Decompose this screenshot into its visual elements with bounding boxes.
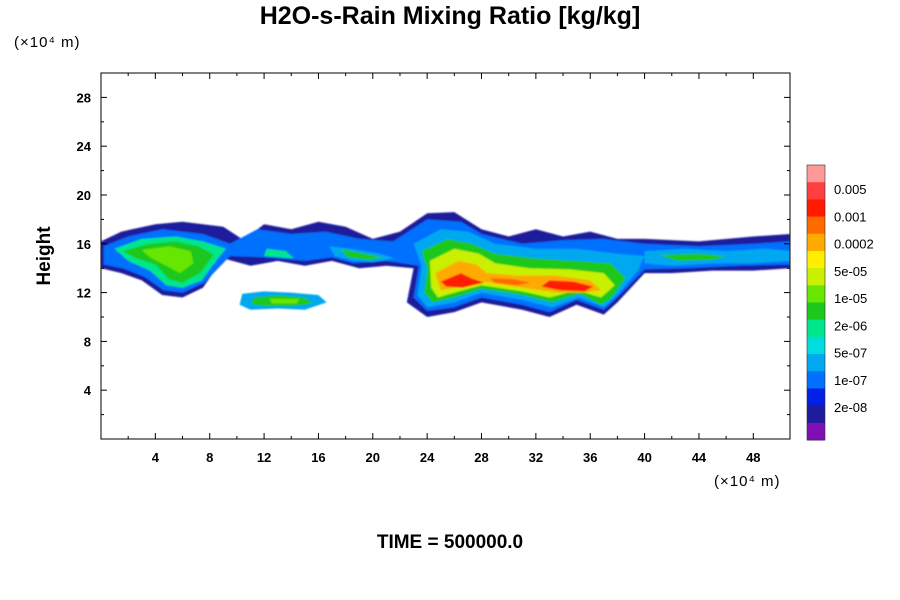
- x-axis-unit: (×10⁴ m): [714, 473, 781, 490]
- colorbar-label: 0.005: [834, 182, 867, 197]
- x-tick-label: 20: [366, 450, 380, 465]
- y-tick-label: 28: [77, 90, 91, 105]
- colorbar-frame: [806, 164, 826, 441]
- core-red-a: [440, 273, 485, 288]
- colorbar-swatch: [807, 199, 825, 218]
- colorbar-swatch: [807, 388, 825, 407]
- colorbar-swatch: [807, 233, 825, 252]
- x-tick-label: 40: [637, 450, 651, 465]
- colorbar-label: 1e-05: [834, 291, 867, 306]
- colorbar-swatch: [807, 302, 825, 321]
- colorbar-swatch: [807, 268, 825, 286]
- colorbar: 0.005 0.001 0.0002 5e-05 1e-05 2e-06 5e-07 1e-0…: [806, 164, 874, 441]
- y-axis-unit: (×10⁴ m): [14, 34, 81, 51]
- x-tick-label: 48: [746, 450, 760, 465]
- colorbar-swatch: [807, 285, 825, 303]
- colorbar-swatch: [807, 216, 825, 235]
- colorbar-label: 0.001: [834, 209, 867, 224]
- x-tick-label: 12: [257, 450, 271, 465]
- left-lgreen: [141, 246, 194, 274]
- colorbar-label: 1e-07: [834, 373, 867, 388]
- mid-teal-a: [264, 248, 294, 259]
- y-tick-label: 12: [77, 286, 91, 301]
- core-red-b: [541, 280, 593, 292]
- x-tick-label: 8: [206, 450, 213, 465]
- colorbar-label: 0.0002: [834, 237, 874, 252]
- x-tick-label: 36: [583, 450, 597, 465]
- colorbar-swatch: [807, 371, 825, 389]
- x-tick-label: 24: [420, 450, 435, 465]
- colorbar-swatch: [807, 354, 825, 372]
- field-blobs: [101, 212, 790, 317]
- x-tick-label: 4: [152, 450, 160, 465]
- mid-green: [340, 248, 384, 260]
- y-axis-title: Height: [34, 226, 55, 286]
- y-axis: 4 8 12 16 20 24 28: [77, 90, 790, 416]
- x-tick-label: 32: [529, 450, 543, 465]
- colorbar-swatch: [807, 405, 825, 424]
- x-tick-label: 44: [692, 450, 707, 465]
- colorbar-swatch: [807, 422, 825, 441]
- x-tick-label: 16: [311, 450, 325, 465]
- plot-frame: [100, 72, 791, 440]
- y-tick-label: 16: [77, 237, 91, 252]
- core-dorange: [489, 278, 531, 286]
- x-axis: 4 8 12 16 20 24 28 32 36 40 44 48: [127, 73, 761, 465]
- chart-title: H2O-s-Rain Mixing Ratio [kg/kg]: [259, 2, 641, 30]
- field-layer: [101, 212, 790, 317]
- y-tick-label: 24: [77, 139, 92, 154]
- x-tick-label: 28: [474, 450, 488, 465]
- colorbar-swatch: [807, 182, 825, 200]
- colorbar-label: 5e-05: [834, 264, 867, 279]
- colorbar-label: 5e-07: [834, 346, 867, 361]
- colorbar-label: 2e-08: [834, 400, 867, 415]
- patch-lgreen: [269, 298, 300, 304]
- y-tick-label: 4: [84, 383, 92, 398]
- right-green: [658, 253, 727, 261]
- colorbar-swatch: [807, 336, 825, 355]
- y-tick-label: 8: [84, 334, 91, 349]
- colorbar-swatch: [807, 165, 825, 183]
- colorbar-swatch: [807, 319, 825, 338]
- colorbar-label: 2e-06: [834, 318, 867, 333]
- time-label: TIME = 500000.0: [376, 532, 524, 553]
- y-tick-label: 20: [77, 188, 91, 203]
- colorbar-swatch: [807, 250, 825, 269]
